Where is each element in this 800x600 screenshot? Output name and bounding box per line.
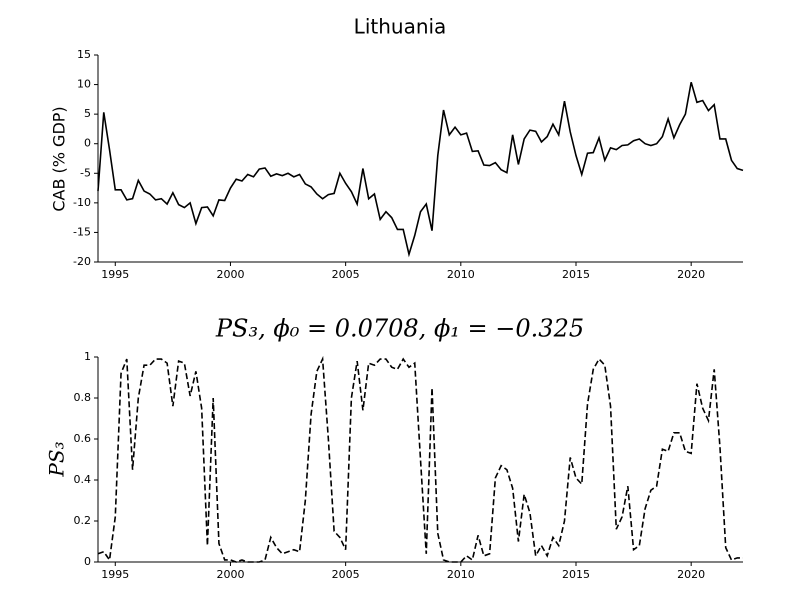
y-tick-label: -15 [73, 225, 91, 238]
x-tick-label: 2015 [562, 568, 590, 581]
x-tick-label: 1995 [101, 268, 129, 281]
x-tick-label: 2010 [447, 268, 475, 281]
y-axis-label: PS₃ [45, 441, 69, 477]
data-line [97, 81, 744, 258]
y-tick-label: 0.8 [74, 391, 92, 404]
x-tick-label: 2000 [216, 268, 244, 281]
y-tick-label: -20 [73, 255, 91, 268]
y-tick-label: 10 [77, 78, 91, 91]
y-axis-label: CAB (% GDP) [50, 106, 69, 211]
x-tick-label: 2005 [332, 268, 360, 281]
y-tick-label: 1 [84, 350, 91, 363]
chart-title: Lithuania [354, 15, 447, 39]
x-tick-label: 2020 [677, 568, 705, 581]
chart-title: PS₃, ϕ₀ = 0.0708, ϕ₁ = −0.325 [215, 315, 584, 343]
x-tick-label: 1995 [101, 568, 129, 581]
y-tick-label: 0.6 [74, 432, 92, 445]
y-tick-label: 5 [84, 107, 91, 120]
y-tick-label: 0.4 [74, 473, 92, 486]
y-tick-label: 0.2 [74, 514, 92, 527]
x-tick-label: 2015 [562, 268, 590, 281]
y-tick-label: 15 [77, 48, 91, 61]
x-tick-label: 2005 [332, 568, 360, 581]
y-tick-label: 0 [84, 555, 91, 568]
x-tick-label: 2010 [447, 568, 475, 581]
x-tick-label: 2000 [216, 568, 244, 581]
y-tick-label: 0 [84, 137, 91, 150]
x-tick-label: 2020 [677, 268, 705, 281]
data-line [97, 355, 743, 563]
y-tick-label: -5 [80, 166, 91, 179]
y-tick-label: -10 [73, 196, 91, 209]
